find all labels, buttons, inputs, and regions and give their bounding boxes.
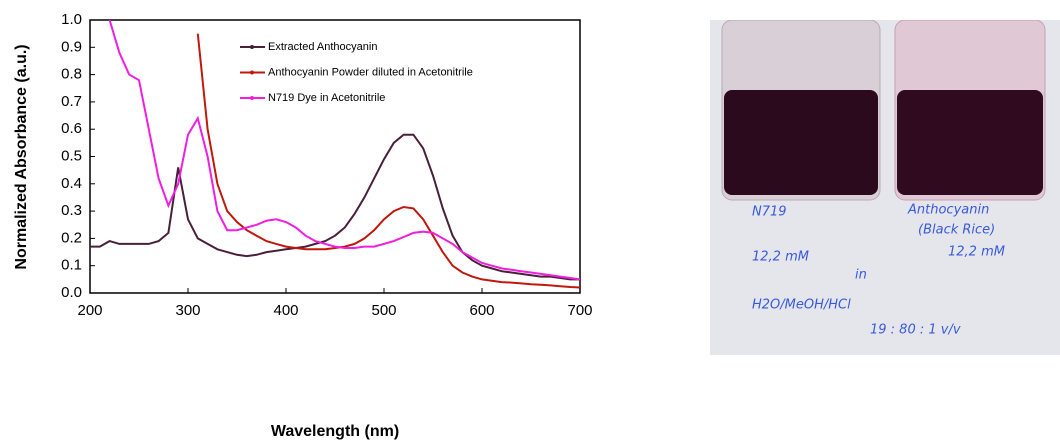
legend-label: Extracted Anthocyanin	[268, 41, 377, 53]
legend-marker	[250, 70, 254, 75]
handwritten-label: N719	[752, 205, 787, 220]
y-tick-label: 0.2	[61, 229, 82, 246]
legend-label: N719 Dye in Acetonitrile	[268, 92, 385, 104]
series-line	[90, 133, 580, 281]
handwritten-label: Anthocyanin	[907, 203, 989, 218]
plot-frame	[89, 19, 581, 294]
legend-label: Anthocyanin Powder diluted in Acetonitri…	[268, 66, 473, 78]
y-axis-label: Normalized Absorbance (a.u.)	[13, 44, 30, 269]
x-tick-label: 200	[77, 302, 102, 319]
x-axis-label: Wavelength (nm)	[271, 423, 399, 440]
y-tick-label: 0.9	[61, 38, 82, 55]
x-tick-label: 400	[273, 302, 298, 319]
y-tick-label: 0.1	[61, 257, 82, 274]
y-tick-label: 0.4	[61, 175, 82, 192]
y-tick-label: 0.8	[61, 66, 82, 83]
x-tick-label: 300	[175, 302, 200, 319]
legend-marker	[250, 96, 254, 100]
series-line	[108, 20, 580, 281]
handwritten-label: 12,2 mM	[948, 245, 1005, 260]
y-tick-label: 0.6	[61, 120, 82, 137]
photo: N719 Anthocyanin (Black Rice) 12,2 mM 12,2 m…	[710, 20, 1060, 355]
legend-marker	[250, 45, 254, 49]
y-tick-label: 1.0	[61, 11, 82, 28]
x-tick-label: 700	[567, 302, 592, 319]
plot-lines	[90, 20, 580, 289]
y-tick-label: 0.7	[61, 93, 82, 110]
x-tick-label: 500	[371, 302, 396, 319]
x-tick-label: 600	[469, 302, 494, 319]
handwritten-label: H2O/MeOH/HCl	[752, 298, 851, 313]
handwritten-label: in	[855, 268, 867, 283]
handwritten-label: 19 : 80 : 1 v/v	[870, 323, 961, 338]
y-tick-label: 0.0	[61, 284, 82, 301]
y-tick-label: 0.5	[61, 147, 82, 164]
liquid	[724, 90, 878, 195]
liquid	[897, 90, 1043, 195]
handwritten-label: 12,2 mM	[752, 250, 809, 265]
series-line	[196, 33, 580, 289]
handwritten-label: (Black Rice)	[918, 223, 995, 238]
y-tick-label: 0.3	[61, 202, 82, 219]
